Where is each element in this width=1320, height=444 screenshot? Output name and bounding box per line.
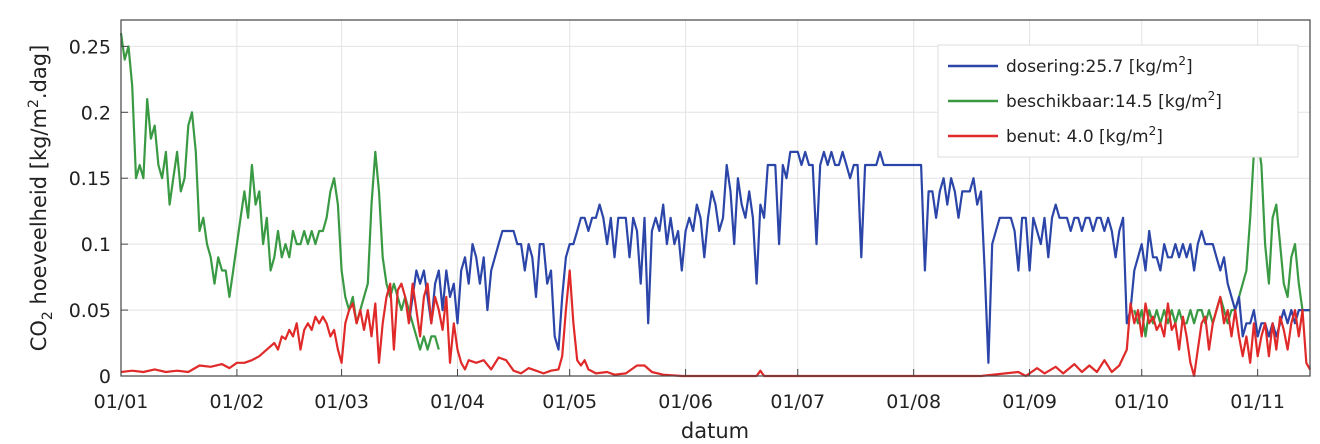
series-line-benut — [120, 269, 1311, 378]
x-tick-label: 01/11 — [1230, 391, 1285, 413]
y-label-subscript: 2 — [40, 311, 56, 320]
series-line-dosering — [407, 150, 1310, 364]
series-layer — [119, 33, 1311, 378]
x-tick-label: 01/02 — [210, 391, 265, 413]
x-tick-label: 01/04 — [430, 391, 485, 413]
x-tick-label: 01/05 — [542, 391, 597, 413]
y-label-co: CO — [27, 320, 51, 351]
x-tick-label: 01/09 — [1002, 391, 1057, 413]
legend: dosering:25.7 [kg/m2] beschikbaar:14.5 [… — [937, 44, 1299, 158]
y-tick-label: 0 — [99, 366, 111, 388]
legend-label-benut: benut: 4.0 [kg/m2] — [1006, 124, 1163, 147]
legend-item-benut: benut: 4.0 [kg/m2] — [948, 124, 1163, 147]
y-tick-label: 0.25 — [69, 36, 111, 58]
y-tick-label: 0.2 — [81, 102, 111, 124]
x-tick-label: 01/01 — [94, 391, 149, 413]
x-axis-ticks: 01/01 01/02 01/03 01/04 01/05 01/06 01/07 01/08… — [94, 369, 1285, 413]
x-tick-label: 01/10 — [1114, 391, 1169, 413]
series-line-beschikbaar — [119, 33, 440, 351]
y-axis-label: CO2 hoeveelheid [kg/m2.dag] — [26, 45, 56, 352]
y-tick-label: 0.15 — [69, 168, 111, 190]
plot-frame — [120, 19, 1311, 377]
legend-label-beschikbaar: beschikbaar:14.5 [kg/m2] — [1006, 89, 1222, 112]
y-axis-ticks: 0 0.05 0.1 0.15 0.2 0.25 — [69, 36, 128, 388]
y-label-end: .dag] — [27, 45, 51, 99]
y-label-rest: hoeveelheid [kg/m — [27, 108, 51, 311]
legend-label-dosering: dosering:25.7 [kg/m2] — [1006, 54, 1193, 77]
y-tick-label: 0.1 — [81, 234, 111, 256]
x-axis-label: datum — [681, 419, 749, 443]
x-tick-label: 01/08 — [886, 391, 941, 413]
x-tick-label: 01/06 — [658, 391, 713, 413]
y-tick-label: 0.05 — [69, 300, 111, 322]
x-tick-label: 01/03 — [314, 391, 369, 413]
legend-item-beschikbaar: beschikbaar:14.5 [kg/m2] — [948, 89, 1222, 112]
x-tick-label: 01/07 — [770, 391, 825, 413]
y-label-superscript: 2 — [26, 99, 42, 108]
grid — [120, 20, 1310, 377]
legend-item-dosering: dosering:25.7 [kg/m2] — [948, 54, 1193, 77]
